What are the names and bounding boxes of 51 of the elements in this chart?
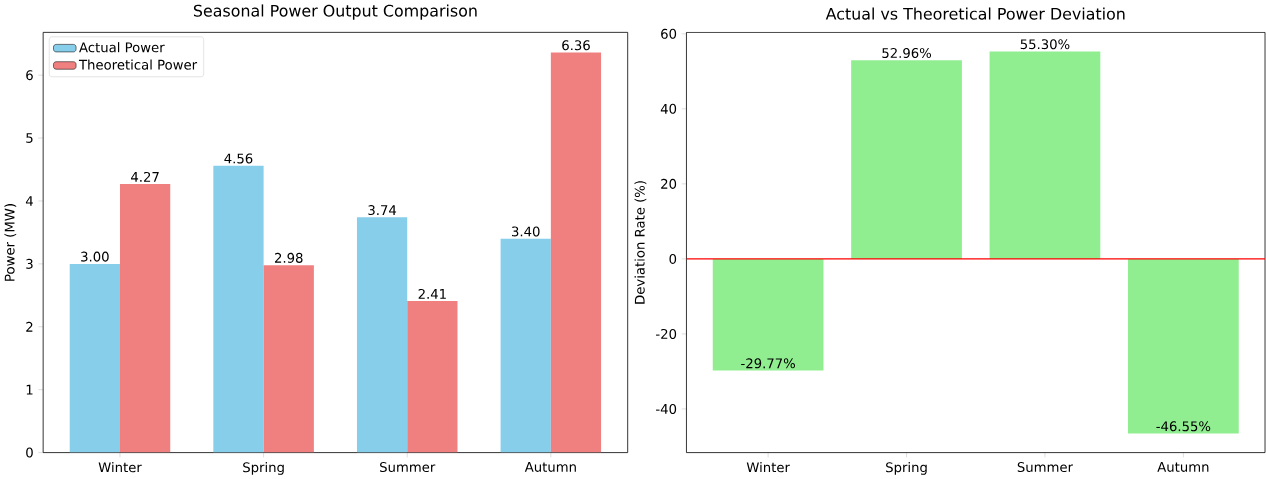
x-tick-label: Winter [98, 461, 142, 473]
x-tick-label: Winter [746, 461, 790, 473]
y-tick-label: 0 [669, 253, 677, 264]
y-tick-label: 0 [26, 447, 33, 458]
data-label: 52.96% [882, 47, 932, 58]
x-tick-label: Spring [243, 461, 284, 475]
data-label: 2.41 [418, 288, 446, 299]
y-tick-label: 20 [661, 178, 677, 189]
y-tick-label: 60 [661, 28, 677, 39]
data-label: 4.27 [131, 171, 159, 182]
bar [119, 183, 171, 453]
bar [69, 263, 120, 453]
data-label: 3.40 [512, 226, 540, 237]
x-tick-label: Autumn [1157, 461, 1209, 472]
y-tick-label: 5 [26, 133, 33, 143]
data-label: 2.98 [274, 252, 303, 263]
bar [500, 238, 551, 453]
y-axis-title: Deviation Rate (%) [634, 181, 647, 304]
bar [356, 217, 408, 453]
bar [407, 300, 458, 453]
data-label: -46.55% [1156, 421, 1211, 432]
bar [263, 265, 314, 453]
x-tick-label: Spring [886, 461, 927, 475]
x-tick-label: Summer [380, 461, 436, 472]
bar [712, 258, 824, 371]
y-tick-label: 3 [26, 258, 33, 269]
data-label: 55.30% [1020, 39, 1070, 50]
bar [213, 165, 264, 453]
data-label: 6.36 [562, 40, 590, 51]
bar [550, 52, 602, 453]
y-tick-label: 40 [660, 103, 677, 114]
y-tick-label: 6 [26, 70, 33, 81]
chart-title: Actual vs Theoretical Power Deviation [825, 7, 1125, 20]
chart-title: Seasonal Power Output Comparison [193, 4, 477, 20]
y-tick-label: 1 [26, 384, 33, 395]
data-label: -29.77% [741, 358, 795, 369]
y-tick-label: -20 [656, 328, 677, 339]
bar [1127, 258, 1239, 434]
data-label: 3.00 [81, 251, 109, 262]
y-axis-title: Power (MW) [4, 203, 17, 281]
y-tick-label: 2 [26, 321, 33, 332]
x-tick-label: Summer [1017, 461, 1073, 472]
data-label: 4.56 [224, 153, 253, 164]
legend-label: Theoretical Power [78, 59, 198, 70]
bar [989, 51, 1101, 259]
data-label: 3.74 [368, 204, 397, 215]
x-tick-label: Autumn [524, 461, 576, 472]
y-tick-label: 4 [25, 196, 33, 206]
bar [851, 60, 962, 259]
y-tick-label: -40 [656, 403, 677, 414]
legend-label: Actual Power [79, 41, 165, 53]
